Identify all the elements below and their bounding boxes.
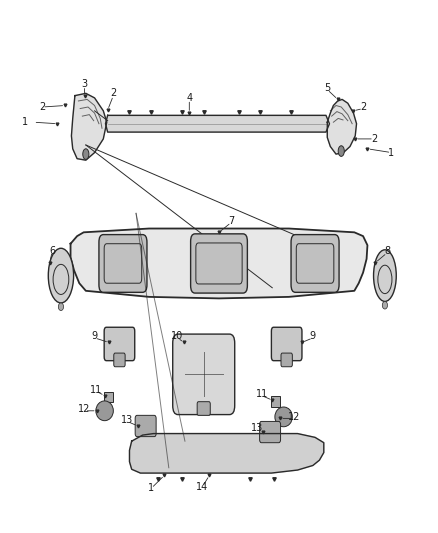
- Text: 11: 11: [90, 384, 102, 394]
- Text: 7: 7: [228, 216, 234, 226]
- FancyBboxPatch shape: [114, 353, 125, 367]
- Polygon shape: [106, 115, 329, 132]
- FancyBboxPatch shape: [260, 422, 281, 443]
- Text: 1: 1: [389, 148, 395, 158]
- Circle shape: [338, 146, 344, 156]
- Ellipse shape: [382, 302, 388, 309]
- Ellipse shape: [58, 303, 64, 311]
- Text: 8: 8: [384, 246, 390, 256]
- Text: 1: 1: [21, 117, 28, 127]
- Text: 13: 13: [121, 415, 134, 425]
- Ellipse shape: [48, 248, 74, 303]
- Polygon shape: [71, 229, 367, 298]
- Text: 9: 9: [92, 332, 98, 341]
- Ellipse shape: [275, 407, 292, 427]
- FancyBboxPatch shape: [99, 235, 147, 292]
- FancyBboxPatch shape: [197, 402, 210, 415]
- Text: 2: 2: [360, 102, 366, 112]
- Polygon shape: [130, 433, 324, 473]
- Ellipse shape: [96, 401, 113, 421]
- Text: 14: 14: [196, 482, 208, 492]
- Text: 2: 2: [39, 102, 45, 112]
- Text: 5: 5: [324, 83, 330, 93]
- Text: 10: 10: [171, 332, 184, 341]
- Text: 12: 12: [78, 404, 91, 414]
- Polygon shape: [71, 93, 107, 160]
- Text: 2: 2: [371, 134, 377, 144]
- FancyBboxPatch shape: [281, 353, 292, 367]
- Text: 12: 12: [288, 412, 300, 422]
- Text: 4: 4: [186, 93, 192, 103]
- FancyBboxPatch shape: [135, 415, 156, 437]
- Polygon shape: [327, 100, 357, 154]
- FancyBboxPatch shape: [104, 327, 135, 361]
- Text: 13: 13: [251, 423, 264, 432]
- FancyBboxPatch shape: [272, 397, 280, 407]
- Text: 2: 2: [110, 88, 117, 99]
- FancyBboxPatch shape: [191, 234, 247, 293]
- Ellipse shape: [374, 250, 396, 302]
- Text: 9: 9: [310, 332, 316, 341]
- FancyBboxPatch shape: [104, 392, 113, 402]
- Text: 6: 6: [49, 246, 55, 256]
- Text: 11: 11: [256, 389, 268, 399]
- FancyBboxPatch shape: [291, 235, 339, 292]
- FancyBboxPatch shape: [173, 334, 235, 415]
- Text: 3: 3: [81, 79, 88, 89]
- Text: 1: 1: [148, 483, 154, 493]
- FancyBboxPatch shape: [272, 327, 302, 361]
- Circle shape: [83, 149, 89, 159]
